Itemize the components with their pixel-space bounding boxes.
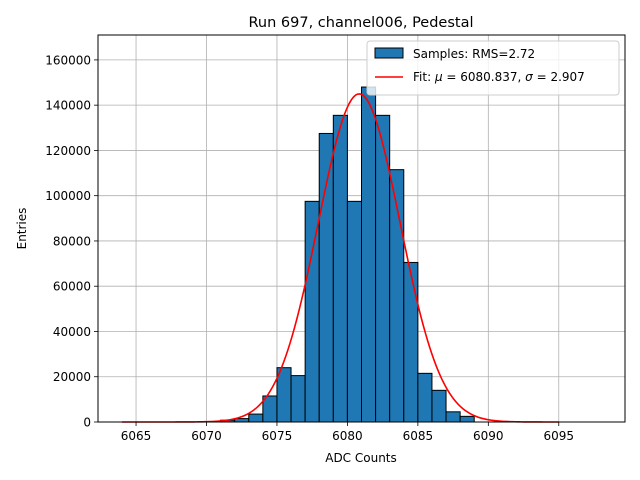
histogram-bar [346,200,362,423]
legend: Samples: RMS=2.72 Fit: μ = 6080.837, σ =… [366,40,620,96]
x-tick-label: 6080 [332,429,363,443]
histogram-bars [206,86,475,423]
legend-mu-value: = 6080.837, [443,70,526,84]
x-tick-label: 6070 [191,429,222,443]
y-tick-label: 140000 [45,99,91,113]
x-tick-label: 6065 [121,429,152,443]
legend-swatch-samples [374,47,404,59]
y-tick-label: 40000 [53,325,91,339]
histogram-bar [332,114,348,423]
legend-label-samples: Samples: RMS=2.72 [413,47,535,61]
y-axis-label: Entries [15,208,29,250]
y-tick-label: 60000 [53,280,91,294]
y-tick-label: 80000 [53,234,91,248]
histogram-bar [248,413,264,423]
legend-fit-prefix: Fit: [413,70,435,84]
histogram-bar [290,375,306,423]
legend-label-fit: Fit: μ = 6080.837, σ = 2.907 [413,70,585,84]
legend-mu-symbol: μ [434,70,443,84]
plot-frame [97,34,626,423]
legend-sigma-value: = 2.907 [533,70,585,84]
histogram-bar [459,415,475,423]
histogram-bar [431,389,447,423]
histogram-bar [445,411,461,423]
legend-box [366,40,620,96]
y-tick-label: 0 [83,416,91,430]
x-axis: 6065 6070 6075 6080 6085 6090 6095 [121,422,574,443]
legend-sigma-symbol: σ [525,70,533,84]
y-tick-label: 100000 [45,189,91,203]
x-tick-label: 6085 [403,429,434,443]
x-tick-label: 6095 [543,429,574,443]
histogram-bar [276,367,292,423]
y-tick-label: 160000 [45,53,91,67]
histogram-bar [361,86,377,423]
histogram-bar [318,132,334,423]
histogram-bar [304,200,320,423]
histogram-bar [417,372,433,423]
chart-title: Run 697, channel006, Pedestal [248,15,473,31]
x-tick-label: 6075 [262,429,293,443]
histogram-bar [234,418,250,423]
histogram-bar [403,261,419,423]
x-axis-label: ADC Counts [325,451,397,465]
y-axis: 0 20000 40000 60000 80000 100000 120000 140000 1… [45,53,98,430]
y-tick-label: 120000 [45,144,91,158]
y-tick-label: 20000 [53,370,91,384]
x-tick-label: 6090 [473,429,504,443]
